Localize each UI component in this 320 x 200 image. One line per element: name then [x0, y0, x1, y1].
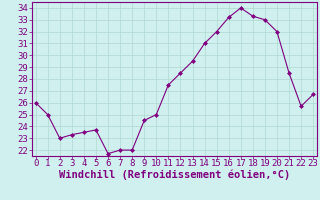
X-axis label: Windchill (Refroidissement éolien,°C): Windchill (Refroidissement éolien,°C) — [59, 170, 290, 180]
